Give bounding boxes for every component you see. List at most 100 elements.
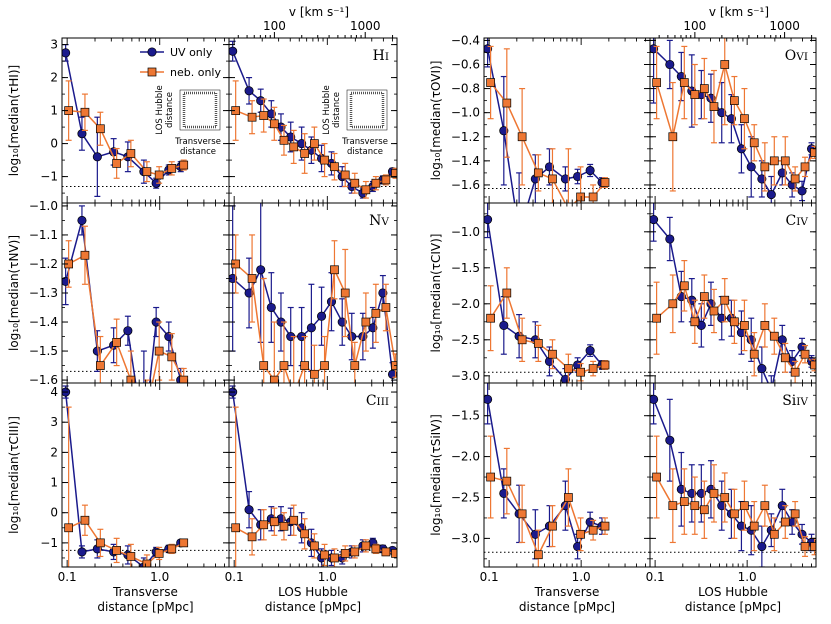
axes-frame bbox=[483, 382, 651, 568]
neb-point bbox=[143, 405, 151, 413]
neb-point bbox=[760, 501, 770, 511]
neb-series bbox=[652, 260, 816, 383]
neb-point bbox=[371, 178, 381, 188]
neb-point bbox=[486, 472, 495, 482]
uv-point bbox=[560, 374, 570, 383]
ion-stage: IV bbox=[796, 396, 808, 408]
neb-point bbox=[310, 369, 319, 379]
inset-box bbox=[346, 89, 388, 131]
subplot-nv-trans: −1.6 −1.5 −1.4 −1.3 −1.2 −1.1 −1.0 bbox=[29, 199, 230, 413]
axes-frame bbox=[649, 382, 817, 568]
top-tick-label: 1000 bbox=[769, 19, 800, 33]
plot-area bbox=[229, 40, 397, 199]
subplot-nv-los bbox=[228, 202, 398, 384]
x-tick-label: 0.1 bbox=[480, 570, 499, 584]
neb-point bbox=[790, 367, 800, 377]
neb-point bbox=[95, 124, 105, 134]
neb-point bbox=[361, 185, 371, 195]
neb-point bbox=[576, 192, 585, 202]
y-tick-label: −1.5 bbox=[29, 344, 58, 358]
x-axis-label-line: distance [pMpc] bbox=[97, 600, 193, 614]
neb-point bbox=[533, 168, 543, 178]
neb-point bbox=[720, 295, 730, 305]
y-tick-label: −1.6 bbox=[451, 178, 480, 192]
y-tick-label: −0.8 bbox=[451, 82, 480, 96]
ion-element: C bbox=[786, 213, 797, 229]
uv-point bbox=[665, 435, 675, 445]
plot-area bbox=[484, 383, 650, 567]
neb-point bbox=[179, 538, 189, 548]
neb-point bbox=[340, 549, 350, 558]
neb-point bbox=[330, 265, 339, 275]
neb-point bbox=[720, 60, 730, 69]
neb-point bbox=[167, 352, 177, 362]
neb-point bbox=[502, 476, 512, 486]
inset-box bbox=[179, 89, 221, 131]
neb-point bbox=[810, 542, 816, 551]
y-tick-label: −1.6 bbox=[29, 373, 58, 387]
neb-point bbox=[548, 349, 557, 359]
plot-area bbox=[62, 205, 229, 413]
neb-point bbox=[310, 139, 319, 148]
uv-series bbox=[484, 203, 607, 383]
neb-point bbox=[760, 321, 770, 330]
neb-point bbox=[564, 493, 573, 502]
uv-point bbox=[757, 542, 767, 552]
uv-point bbox=[229, 46, 238, 56]
neb-point bbox=[154, 346, 164, 356]
y-tick-label: 3 bbox=[50, 415, 58, 429]
neb-point bbox=[126, 375, 136, 383]
neb-point bbox=[699, 292, 709, 301]
neb-point bbox=[154, 549, 164, 558]
subplot-ovi-trans: −1.6 −1.4 −1.2 −1.0 −0.8 −0.6 −0.4 bbox=[451, 33, 651, 237]
uv-point bbox=[256, 265, 266, 275]
uv-point bbox=[585, 346, 595, 356]
uv-point bbox=[266, 302, 276, 313]
subplot-ciii-los: 0.1 1.0 bbox=[225, 382, 398, 584]
neb-point bbox=[154, 170, 164, 180]
neb-point bbox=[780, 353, 790, 363]
neb-point bbox=[112, 159, 121, 168]
uv-point bbox=[378, 288, 388, 298]
y-tick-label: −2.0 bbox=[451, 297, 480, 311]
y-tick-label: −1.4 bbox=[451, 154, 480, 168]
neb-point bbox=[749, 349, 759, 359]
neb-point bbox=[330, 553, 339, 563]
y-tick-label: 4 bbox=[50, 385, 58, 399]
uv-point bbox=[757, 174, 767, 184]
neb-point bbox=[576, 529, 585, 539]
y-tick-label: 2 bbox=[50, 445, 58, 459]
neb-point bbox=[361, 317, 371, 327]
ion-label: SiIV bbox=[782, 393, 808, 409]
x-tick-label: 1.0 bbox=[150, 570, 169, 584]
neb-point bbox=[320, 361, 329, 370]
plot-area bbox=[484, 38, 650, 237]
uv-point bbox=[777, 335, 787, 345]
neb-point bbox=[371, 308, 381, 318]
neb-point bbox=[769, 331, 779, 341]
neb-point bbox=[289, 515, 299, 525]
x-tick-label: 0.1 bbox=[58, 570, 77, 584]
uv-point bbox=[515, 229, 523, 237]
neb-point bbox=[247, 112, 257, 122]
neb-point bbox=[95, 538, 105, 548]
neb-point bbox=[600, 360, 610, 370]
neb-point bbox=[381, 175, 391, 185]
ion-stage: VI bbox=[795, 51, 808, 63]
x-tick-label: 1.0 bbox=[738, 570, 757, 584]
neb-point bbox=[709, 489, 719, 498]
uv-point bbox=[777, 168, 787, 178]
uv-point bbox=[77, 215, 87, 225]
y-tick-label: −1.5 bbox=[451, 261, 480, 275]
uv-point bbox=[77, 547, 87, 557]
legend-marker bbox=[147, 67, 157, 77]
uv-point bbox=[229, 273, 238, 284]
y-tick-label: −0.4 bbox=[451, 33, 480, 47]
neb-line bbox=[235, 519, 396, 559]
inset-x-text: Transverse bbox=[341, 137, 388, 147]
uv-point bbox=[484, 394, 493, 404]
